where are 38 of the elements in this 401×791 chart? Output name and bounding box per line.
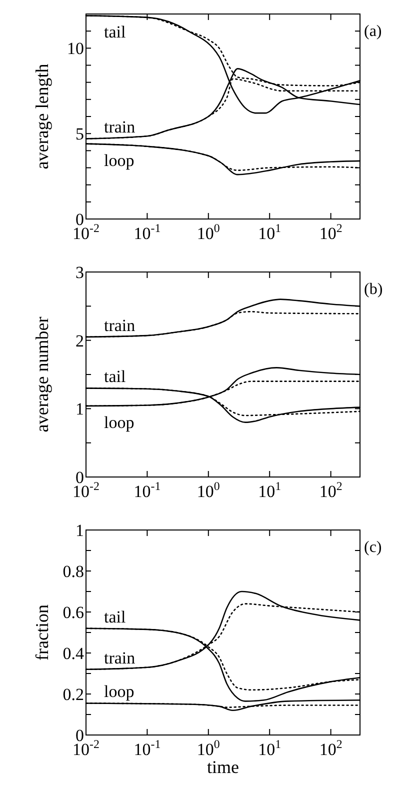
y-tick-label: 0.2 [62, 685, 84, 704]
series-label: tail [104, 607, 126, 626]
y-tick-label: 0.8 [62, 562, 84, 581]
y-tick-label: 1 [76, 400, 84, 419]
series-label: loop [104, 412, 134, 432]
y-tick-label: 3 [76, 263, 84, 282]
x-tick-label: 10$^{-1}$ [134, 737, 161, 759]
text: (a) [364, 23, 382, 40]
text: (c) [364, 539, 382, 556]
y-axis-title: fraction [32, 604, 52, 660]
y-tick-label: 1 [76, 521, 84, 540]
x-tick-label: 10$^{2}$ [319, 221, 342, 243]
series-label: tail [104, 22, 126, 42]
y-tick-label: 10 [67, 39, 84, 58]
y-axis-title: average length [32, 64, 52, 170]
text: (b) [364, 281, 383, 298]
series-label: train [104, 316, 136, 335]
y-tick-label: 0.4 [62, 644, 84, 663]
y-tick-label: 2 [76, 331, 84, 350]
x-tick-label: 10$^{1}$ [258, 479, 282, 501]
x-tick-label: 10$^{0}$ [196, 221, 220, 243]
x-tick-label: 10$^{1}$ [258, 737, 282, 759]
series-label: loop [104, 682, 134, 702]
series-label: train [104, 118, 136, 137]
x-tick-label: 10$^{-1}$ [134, 221, 161, 243]
series-label: train [104, 648, 136, 668]
series-label: loop [104, 150, 134, 170]
x-tick-label: 10$^{2}$ [319, 479, 342, 501]
x-tick-label: 10$^{0}$ [196, 479, 220, 501]
y-tick-label: 5 [76, 124, 84, 144]
x-axis-title: time [207, 757, 240, 777]
x-tick-label: 10$^{2}$ [319, 737, 342, 759]
x-tick-label: 10$^{1}$ [258, 221, 282, 243]
y-tick-label: 0.6 [62, 603, 84, 622]
series-label: tail [104, 367, 126, 386]
y-axis-title: average number [32, 316, 52, 432]
x-tick-label: 10$^{0}$ [196, 737, 220, 759]
x-tick-label: 10$^{-1}$ [134, 479, 161, 501]
